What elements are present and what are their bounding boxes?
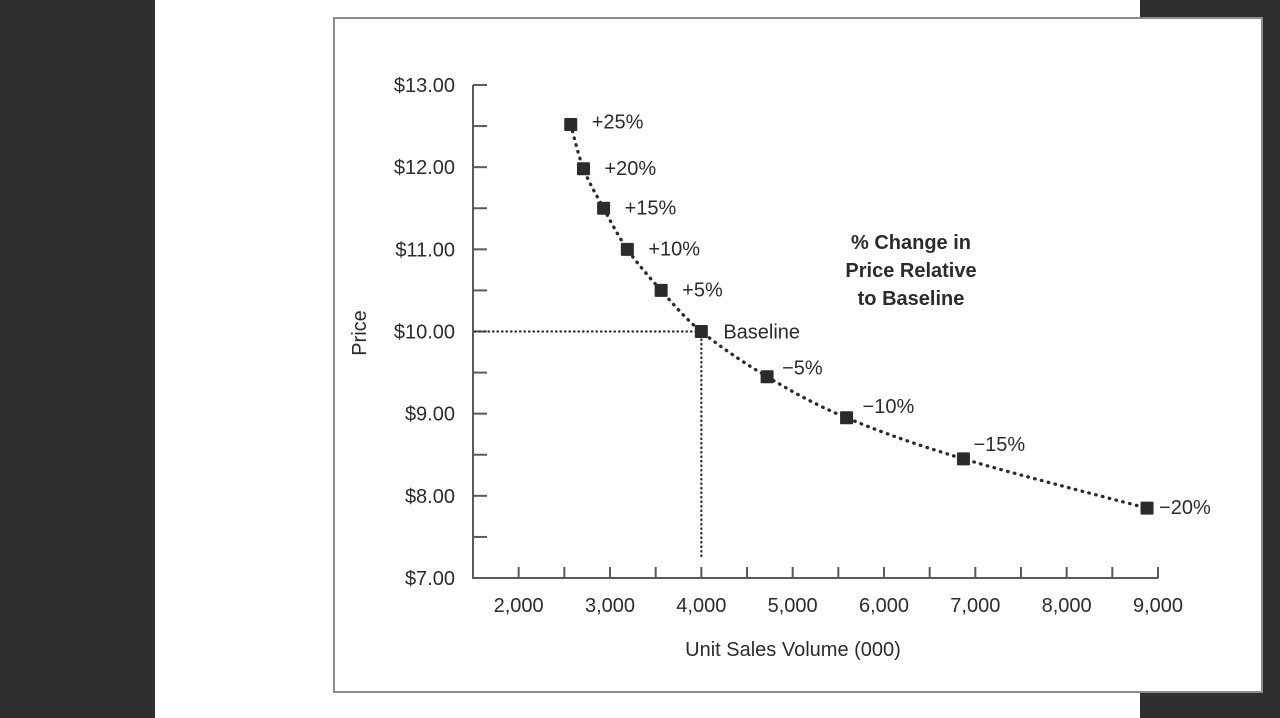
x-tick-label: 4,000 — [676, 595, 726, 617]
data-point-label: +25% — [592, 111, 644, 133]
data-point-label: −10% — [863, 396, 915, 418]
y-tick-label: $11.00 — [395, 239, 455, 261]
data-point-marker — [577, 162, 591, 176]
x-tick-label: 7,000 — [950, 595, 1000, 617]
data-point-marker — [956, 452, 970, 466]
y-tick-label: $13.00 — [394, 75, 455, 97]
data-point-marker — [1140, 501, 1154, 515]
plot-area: $7.00 $8.00 $9.00 $10.00 $11.00 $12.00 $13.00 2… — [394, 75, 1211, 617]
data-point-marker — [694, 325, 708, 338]
data-point-marker — [564, 117, 578, 131]
left-letterbox-bar — [0, 0, 155, 718]
chart-frame-border — [333, 17, 1263, 693]
data-point-label: −20% — [1159, 497, 1211, 519]
y-axis-title: Price — [349, 310, 371, 356]
annotation-line-3: to Baseline — [858, 288, 965, 310]
data-point-marker — [620, 242, 634, 256]
x-tick-label: 9,000 — [1133, 595, 1183, 617]
axes-lines — [472, 85, 1158, 579]
x-axis-title: Unit Sales Volume (000) — [685, 639, 901, 661]
demand-curve — [569, 122, 1149, 510]
x-tick-label: 6,000 — [859, 595, 909, 617]
y-tick-label: $9.00 — [405, 404, 455, 426]
annotation-line-1: % Change in — [851, 232, 971, 254]
chart-frame: $7.00 $8.00 $9.00 $10.00 $11.00 $12.00 $13.00 2… — [333, 17, 1263, 693]
data-point-label: Baseline — [723, 322, 800, 344]
y-tick-label: $8.00 — [405, 486, 455, 508]
slide-panel: $7.00 $8.00 $9.00 $10.00 $11.00 $12.00 $13.00 2… — [155, 0, 1263, 718]
x-tick-label: 5,000 — [768, 595, 818, 617]
data-point-label: +5% — [682, 279, 723, 301]
y-tick-label: $7.00 — [405, 568, 455, 590]
data-point-label: −15% — [973, 434, 1025, 456]
annotation: % Change in Price Relative to Baseline — [845, 232, 976, 310]
data-point-label: +10% — [648, 238, 700, 260]
x-tick-label: 2,000 — [494, 595, 544, 617]
y-tick-label: $10.00 — [394, 322, 455, 344]
data-point-marker — [760, 370, 774, 384]
price-volume-chart: $7.00 $8.00 $9.00 $10.00 $11.00 $12.00 $13.00 2… — [333, 17, 1263, 693]
data-point-marker — [597, 201, 611, 215]
data-point-marker — [654, 283, 668, 297]
data-point-label: +15% — [625, 197, 677, 219]
x-tick-label: 3,000 — [585, 595, 635, 617]
data-point-label: +20% — [605, 158, 657, 180]
data-point-marker — [840, 411, 854, 425]
data-point-label: −5% — [782, 358, 823, 380]
annotation-line-2: Price Relative — [845, 260, 976, 282]
y-tick-label: $12.00 — [394, 157, 455, 179]
x-tick-label: 8,000 — [1042, 595, 1092, 617]
